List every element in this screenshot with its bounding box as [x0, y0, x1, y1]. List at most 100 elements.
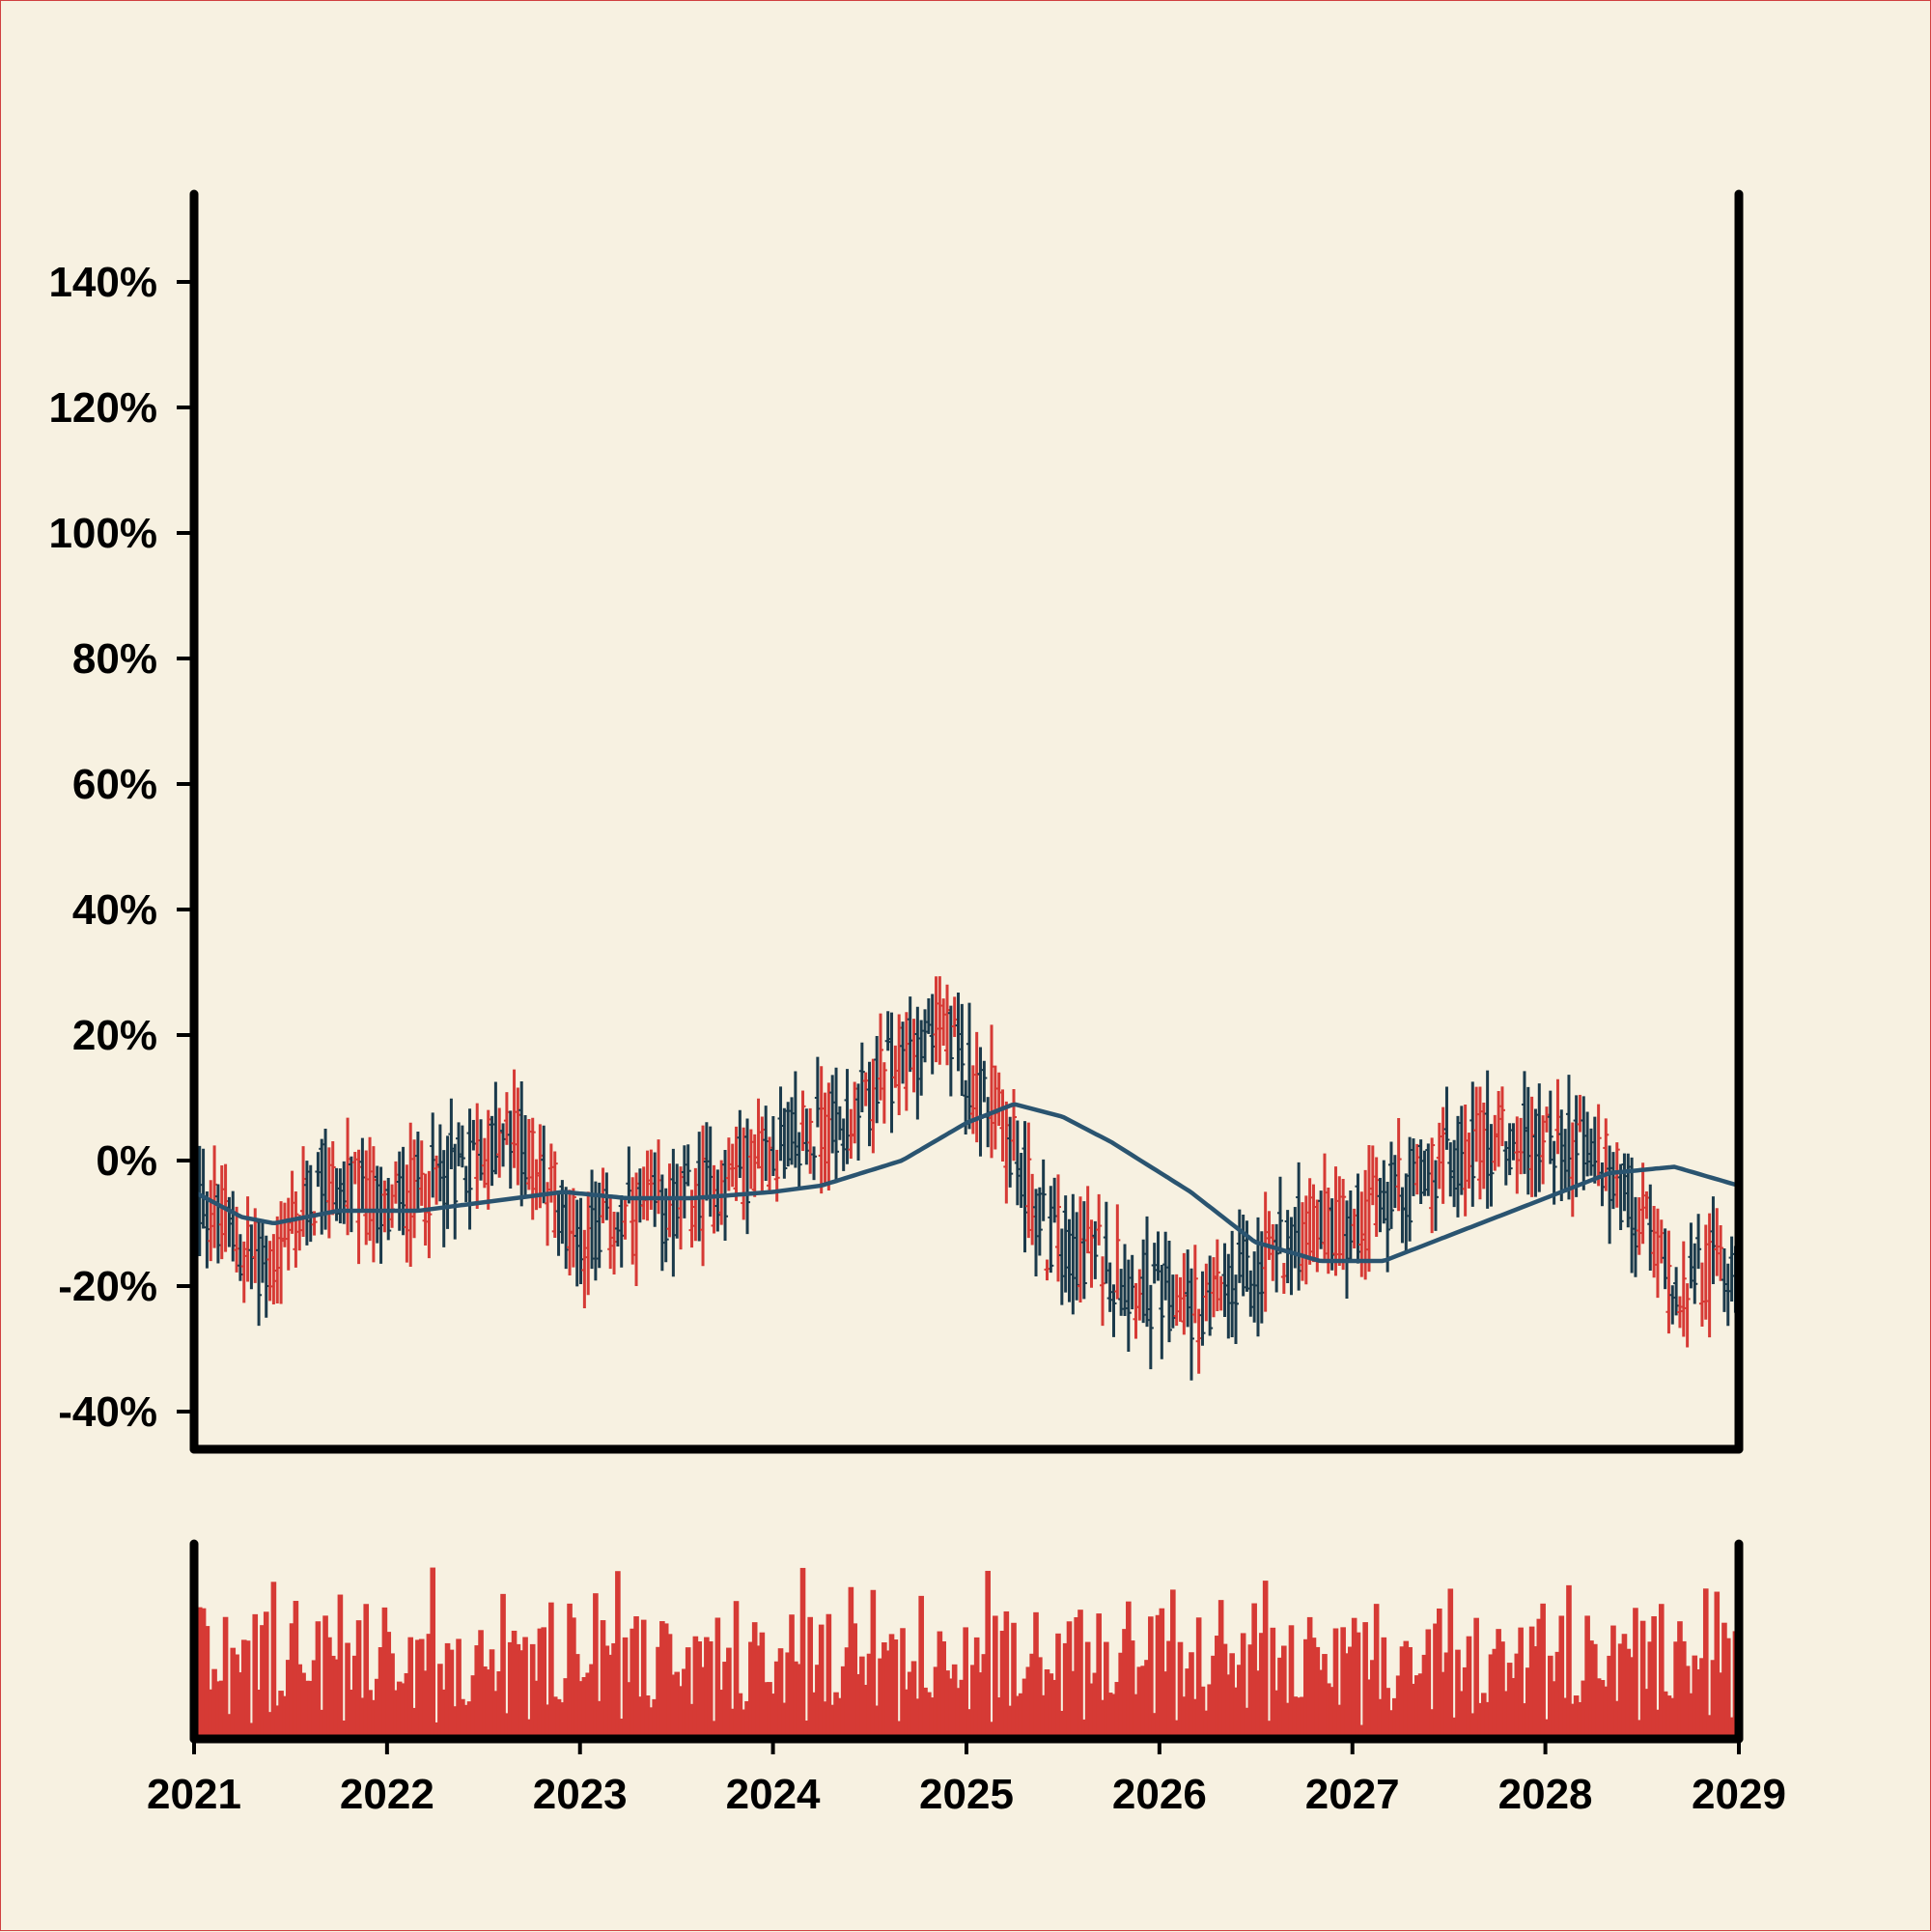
volume-bar [666, 1634, 673, 1735]
volume-bar [773, 1661, 780, 1735]
volume-bar [1255, 1670, 1261, 1735]
volume-bar [1081, 1719, 1087, 1735]
volume-bar [1506, 1663, 1513, 1735]
volume-bar [1599, 1680, 1606, 1735]
volume-bar [571, 1617, 576, 1735]
volume-bar [1714, 1591, 1721, 1735]
volume-bar [1525, 1667, 1531, 1735]
volume-bar [1473, 1617, 1479, 1735]
volume-bar [1403, 1640, 1410, 1735]
volume-bar [1629, 1657, 1635, 1735]
volume-bar [1247, 1644, 1254, 1735]
volume-bar [1203, 1710, 1210, 1735]
volume-bar [1584, 1615, 1590, 1735]
volume-bar [1370, 1660, 1376, 1735]
volume-bar [1011, 1622, 1017, 1735]
volume-bar [1496, 1629, 1501, 1735]
volume-bar [222, 1616, 229, 1735]
volume-bar [274, 1705, 281, 1735]
x-axis-ticks: 2021 2022 2023 2024 2025 2026 2027 2028 2029 [147, 1739, 1786, 1818]
volume-bar [1084, 1641, 1091, 1735]
volume-bar [837, 1697, 843, 1735]
volume-bar [466, 1701, 473, 1735]
volume-bar [656, 1646, 661, 1735]
volume-bar [688, 1703, 695, 1735]
volume-bar [1215, 1636, 1220, 1735]
volume-bar [970, 1665, 976, 1735]
volume-bar [1639, 1620, 1646, 1735]
y-tick-label: -40% [58, 1388, 157, 1436]
moving-average-line [192, 1102, 1739, 1264]
volume-bar [748, 1641, 754, 1735]
volume-bar [1658, 1604, 1665, 1735]
volume-bar [711, 1721, 717, 1735]
volume-bar [504, 1713, 510, 1735]
x-tick-label: 2023 [533, 1771, 628, 1818]
volume-bar [593, 1593, 599, 1735]
volume-bar [289, 1623, 295, 1735]
volume-bar [1192, 1698, 1198, 1735]
volume-bar [1251, 1603, 1257, 1735]
volume-bar [1499, 1641, 1505, 1735]
volume-bar [744, 1700, 750, 1735]
volume-bar [884, 1650, 891, 1735]
volume-bar [900, 1628, 906, 1735]
volume-bar [208, 1689, 214, 1735]
volume-bar [537, 1628, 544, 1735]
volume-bar [1207, 1684, 1213, 1735]
volume-bar [704, 1637, 710, 1735]
volume-bar [1662, 1691, 1668, 1735]
volume-bar [822, 1701, 828, 1735]
volume-bar [541, 1627, 547, 1735]
volume-bar [359, 1697, 366, 1735]
volume-bar [1484, 1701, 1491, 1735]
volume-bar [793, 1661, 798, 1735]
volume-bar [1554, 1651, 1561, 1735]
volume-bar [1451, 1717, 1457, 1735]
volume-bar [910, 1661, 917, 1735]
volume-bar [1429, 1709, 1435, 1735]
volume-bar [341, 1720, 348, 1735]
volume-bar [1148, 1616, 1154, 1735]
volume-bar [304, 1680, 310, 1735]
volume-bar [349, 1690, 354, 1735]
volume-bar [256, 1690, 262, 1735]
x-tick-label: 2029 [1692, 1771, 1786, 1818]
volume-bar [1665, 1695, 1672, 1735]
volume-bar [1318, 1669, 1324, 1735]
volume-bar [234, 1654, 239, 1735]
volume-bar [478, 1630, 484, 1735]
volume-bar [815, 1665, 821, 1735]
volume-bar [1136, 1666, 1143, 1735]
volume-bar [1195, 1617, 1202, 1735]
x-tick-label: 2025 [919, 1771, 1014, 1818]
volume-bar [852, 1623, 857, 1735]
volume-bar [1021, 1678, 1028, 1735]
volume-bar [1399, 1646, 1406, 1735]
volume-bar [811, 1692, 817, 1735]
volume-bar [1532, 1646, 1539, 1735]
volume-bar [1392, 1697, 1398, 1735]
volume-bar [1607, 1655, 1612, 1735]
volume-bar [563, 1678, 570, 1735]
volume-bar [1488, 1654, 1495, 1735]
volume-bar [371, 1699, 377, 1735]
x-tick-label: 2021 [147, 1771, 241, 1818]
volume-bar [637, 1696, 643, 1735]
volume-bar [940, 1640, 946, 1735]
volume-bar [1595, 1678, 1602, 1735]
volume-bar [589, 1664, 595, 1735]
volume-bar [929, 1697, 936, 1735]
volume-bar [1015, 1695, 1021, 1735]
volume-bar [1233, 1687, 1239, 1735]
volume-bar [807, 1616, 813, 1735]
volume-bar [1217, 1600, 1224, 1735]
volume-bar [1680, 1640, 1687, 1735]
volume-bar [1225, 1674, 1232, 1735]
volume-bar [333, 1659, 340, 1735]
volume-bar [1284, 1702, 1291, 1735]
volume-bar [818, 1624, 825, 1735]
volume-bar [448, 1649, 455, 1735]
volume-bar [567, 1603, 573, 1735]
volume-bar [611, 1642, 617, 1735]
